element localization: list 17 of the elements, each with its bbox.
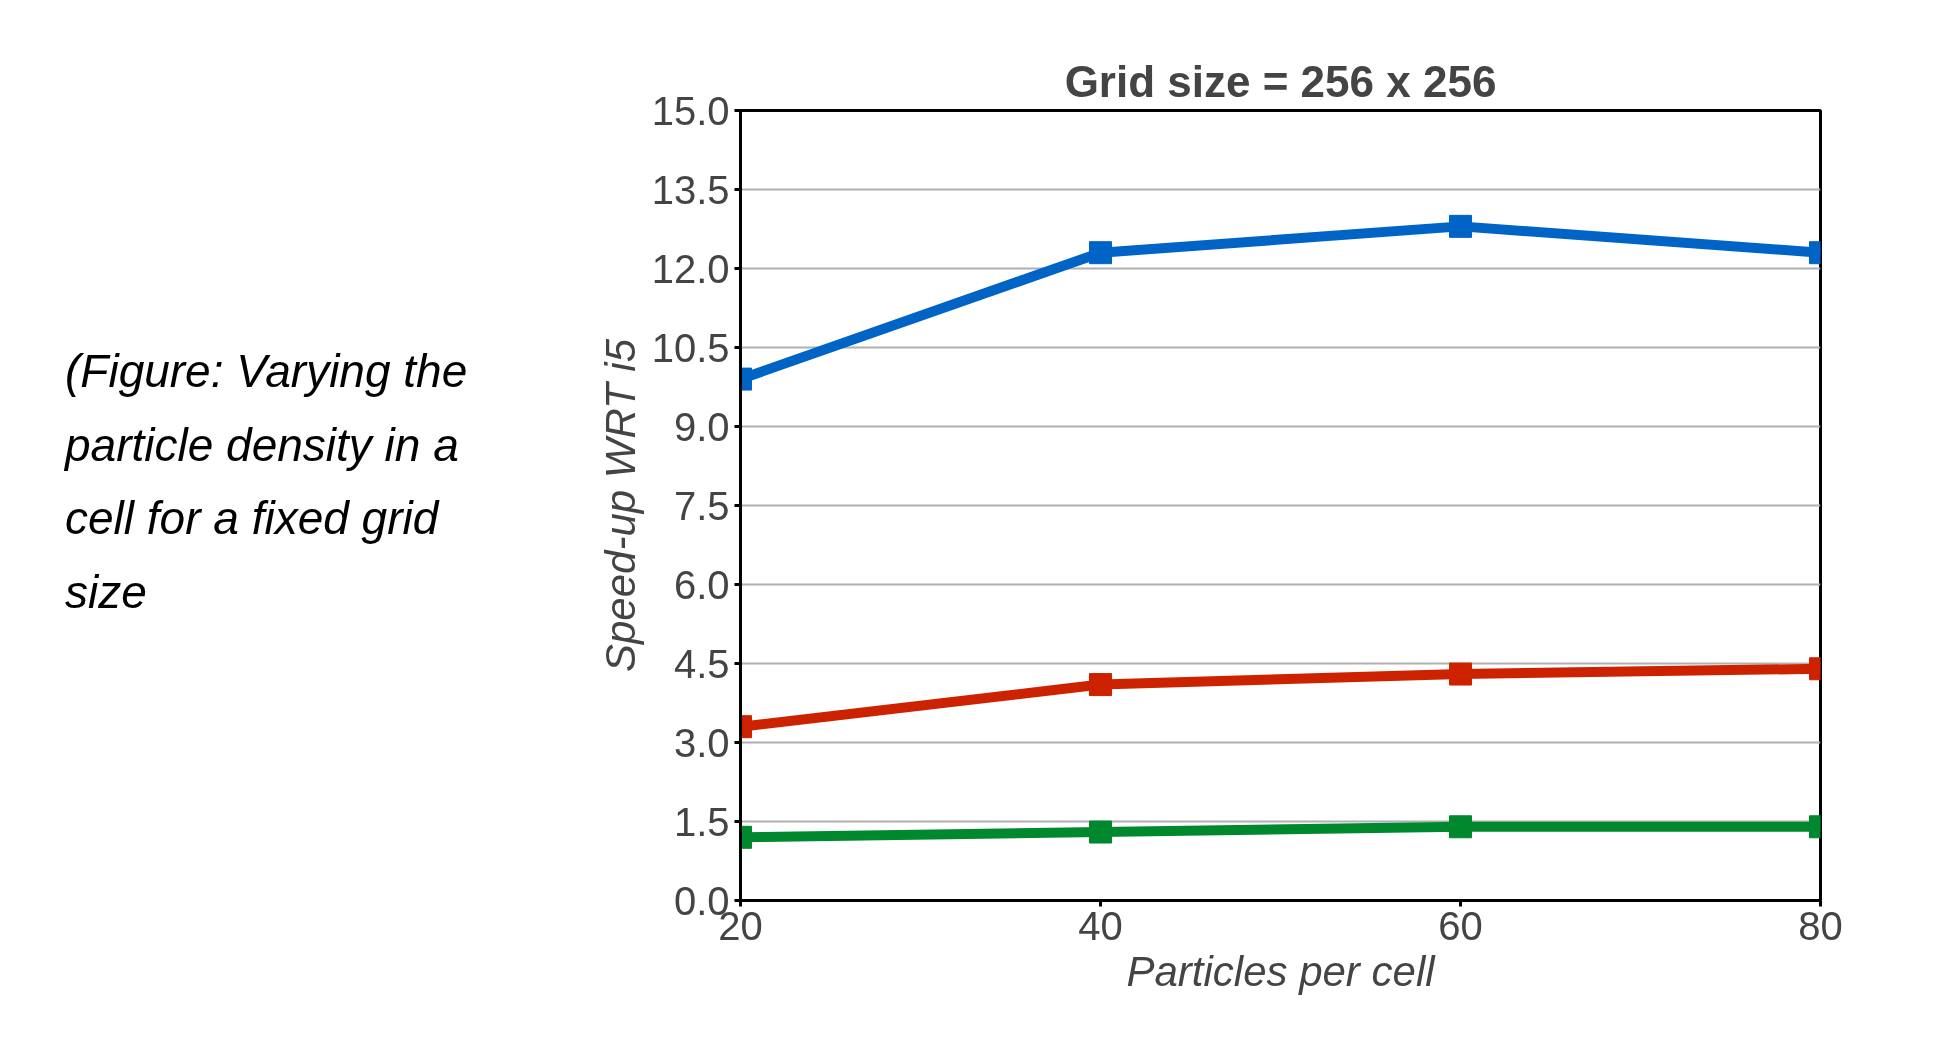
x-tick-label: 40 [1078,903,1123,948]
y-tick-label: 4.5 [673,641,730,686]
y-tick-label: 12.0 [651,246,730,291]
x-axis-title: Particles per cell [1126,947,1437,995]
y-tick-label: 13.5 [651,167,730,212]
x-tick-label: 80 [1798,903,1843,948]
y-tick-label: 7.5 [673,483,730,528]
chart-title: Grid size = 256 x 256 [1064,56,1497,106]
y-tick-label: 15.0 [651,88,730,133]
y-tick-label: 1.5 [673,799,730,844]
text: (Figure: Varying the particle density in a cell for a fixed grid size [65,344,469,620]
y-tick-label: 3.0 [673,720,730,765]
y-tick-label: 9.0 [673,404,730,449]
y-tick-label: 6.0 [673,562,730,607]
y-tick-label: 10.5 [651,325,730,370]
x-tick-label: 60 [1438,903,1483,948]
y-axis-title: Speed-up WRT i5 [596,338,644,673]
